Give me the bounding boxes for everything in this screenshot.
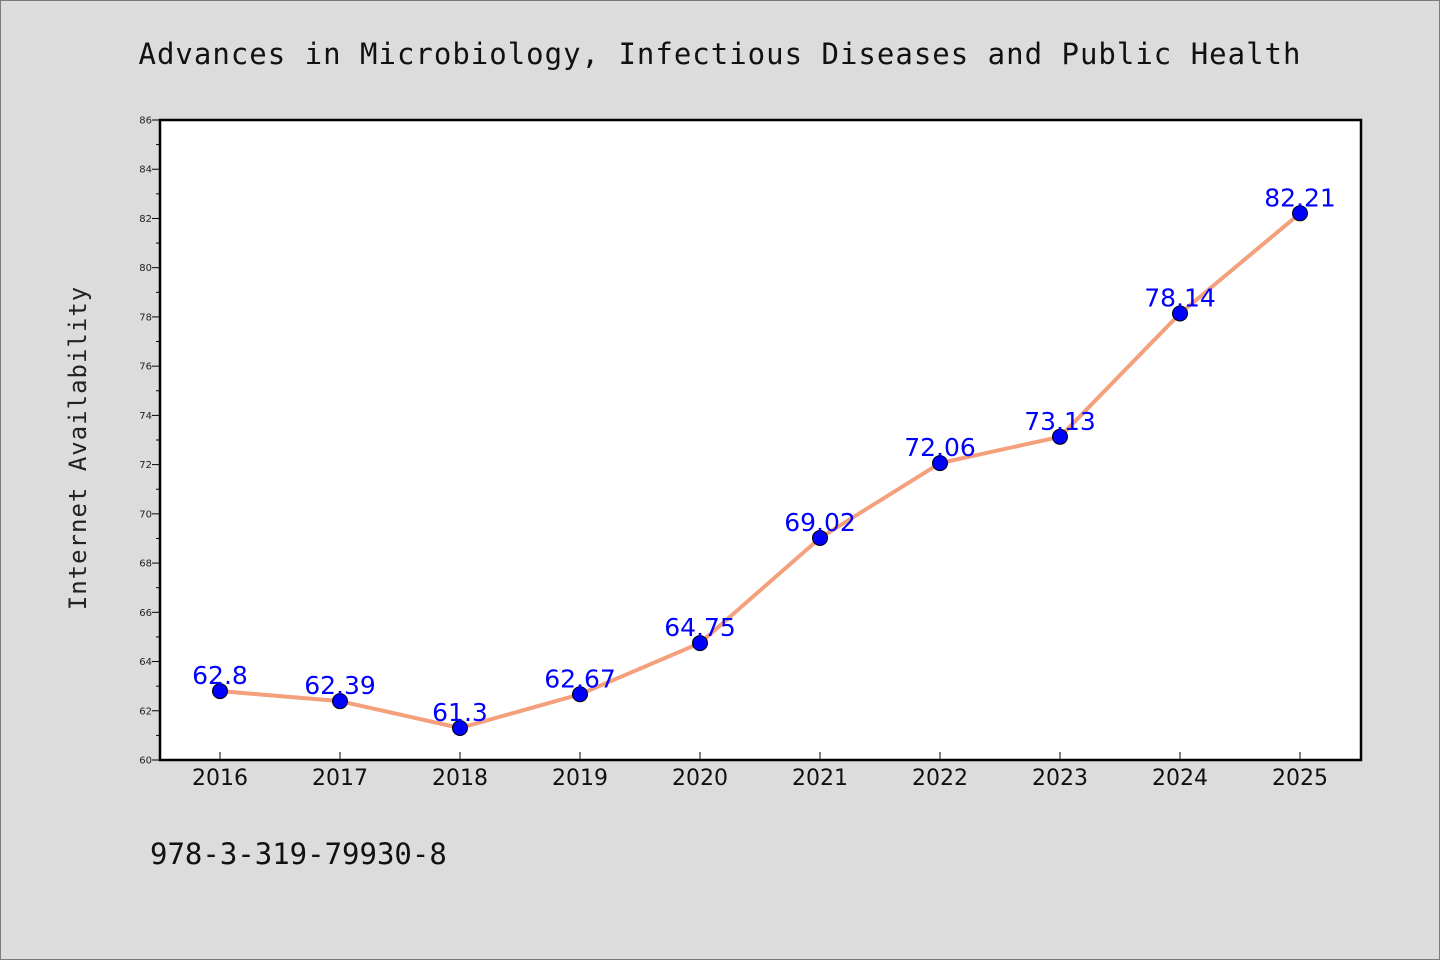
- y-tick-label: 76: [139, 362, 152, 373]
- y-tick-label: 72: [139, 460, 152, 471]
- y-tick-label: 84: [139, 165, 152, 176]
- data-point: [1292, 205, 1308, 222]
- y-tick-label: 64: [139, 657, 152, 668]
- x-tick-label: 2021: [792, 766, 848, 791]
- data-point: [1052, 428, 1068, 445]
- data-label: 62.67: [544, 664, 616, 693]
- data-label: 62.39: [304, 671, 376, 700]
- data-label: 69.02: [784, 508, 856, 537]
- data-label: 62.8: [192, 661, 248, 690]
- data-point: [572, 686, 588, 703]
- data-point: [932, 455, 948, 472]
- data-point: [212, 683, 228, 700]
- y-tick-label: 80: [139, 263, 152, 274]
- y-tick-label: 82: [139, 214, 152, 225]
- y-axis-label: Internet Availability: [64, 286, 92, 610]
- x-tick-label: 2019: [552, 766, 608, 791]
- y-tick-label: 78: [139, 312, 152, 323]
- chart-title: Advances in Microbiology, Infectious Dis…: [139, 37, 1302, 71]
- x-tick-label: 2023: [1032, 766, 1088, 791]
- series-line: [218, 211, 1302, 730]
- x-tick-label: 2016: [192, 766, 248, 791]
- y-tick-label: 62: [139, 706, 152, 717]
- data-label: 73.13: [1024, 407, 1096, 436]
- y-tick-label: 70: [139, 509, 152, 520]
- isbn-text: 978-3-319-79930-8: [150, 837, 447, 871]
- data-label: 82.21: [1264, 183, 1336, 212]
- y-tick-label: 66: [139, 608, 152, 619]
- y-tick-label: 68: [139, 559, 152, 570]
- x-tick-label: 2025: [1272, 766, 1328, 791]
- series-group: 62.8 62.39 61.3 62.67 64.75 69.02 72.06 73.13 78…: [192, 183, 1336, 736]
- x-tick-label: 2020: [672, 766, 728, 791]
- data-point: [1172, 305, 1188, 322]
- x-tick-label: 2022: [912, 766, 968, 791]
- data-point: [332, 693, 348, 710]
- data-label: 78.14: [1144, 283, 1216, 312]
- x-tick-label: 2024: [1152, 766, 1208, 791]
- x-tick-label: 2017: [312, 766, 368, 791]
- y-axis-ticks: 60 62 64 66 68 70 72 74 76 78 80 82 84 86: [139, 116, 160, 767]
- plot-area: [158, 118, 1363, 762]
- x-axis-ticks: 2016 2017 2018 2019 2020 2021 2022 2023 2024 2025: [192, 752, 1328, 791]
- y-tick-label: 74: [139, 411, 152, 422]
- x-tick-label: 2018: [432, 766, 488, 791]
- data-point: [452, 720, 468, 736]
- data-point: [692, 635, 708, 652]
- data-point: [812, 529, 828, 546]
- data-label: 72.06: [904, 433, 976, 462]
- data-label: 61.3: [432, 698, 488, 727]
- y-tick-label: 86: [139, 116, 152, 127]
- y-tick-label: 60: [139, 756, 152, 767]
- data-label: 64.75: [664, 613, 736, 642]
